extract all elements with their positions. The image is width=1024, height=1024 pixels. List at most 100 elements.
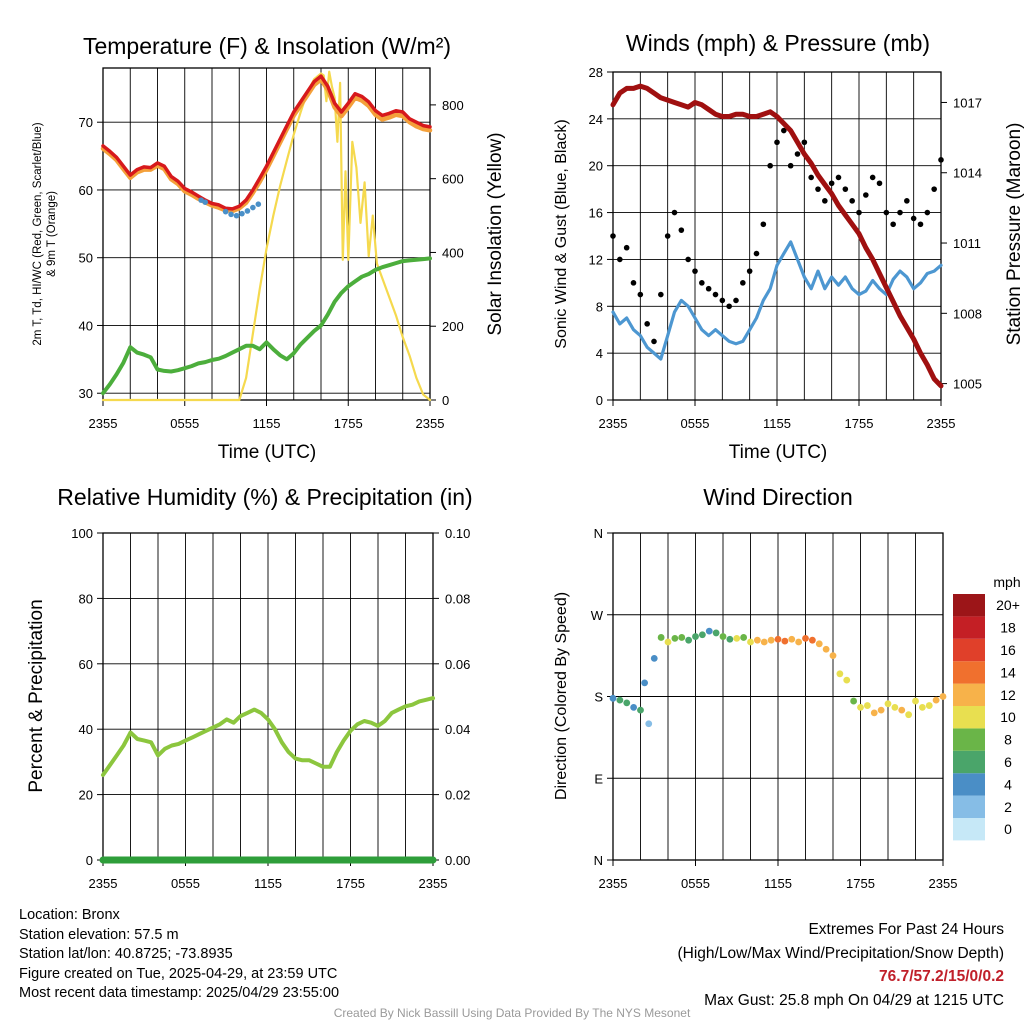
colorbar-label: 2 [1004,799,1012,815]
temperature-title: Temperature (F) & Insolation (W/m²) [83,33,451,59]
x-tick-label: 2355 [419,876,448,891]
y-tick-label: 60 [79,183,93,198]
x-tick-label: 2355 [89,876,118,891]
gust-point [876,180,883,187]
gust-point [671,209,678,216]
heat-index-point [228,211,234,218]
gust-point [685,256,691,263]
gust-point [869,174,876,181]
x-tick-label: 1755 [845,416,874,431]
y2-tick-label: 1017 [953,95,982,110]
station-info: Location: Bronx Station elevation: 57.5 … [19,906,339,1004]
extremes-heading: Extremes For Past 24 Hours [808,921,1004,938]
recent-data-timestamp: Most recent data timestamp: 2025/04/29 2… [19,985,340,1001]
direction-point [767,636,775,644]
credit-line: Created By Nick Bassill Using Data Provi… [333,1006,691,1020]
y-tick-label: 40 [79,722,93,737]
figure-created: Figure created on Tue, 2025-04-29, at 23… [19,965,338,982]
gust-point [767,162,773,169]
gust-point [644,321,650,327]
colorbar-label: 18 [1000,620,1016,636]
direction-point [671,634,679,642]
direction-point [645,720,653,728]
y-tick-label: 4 [596,346,603,361]
direction-point [726,635,734,643]
direction-point [925,702,933,709]
heat-index-point [250,204,256,211]
gust-point [617,256,623,263]
y2-tick-label: 600 [442,172,464,187]
colorbar-swatch [953,661,985,684]
direction-point [905,711,913,719]
gust-point [801,139,808,146]
y-tick-label: 20 [589,159,603,174]
wind-direction-panel: N E S W N 2355 0555 1155 1755 2355 [591,526,958,891]
gust-point [774,139,780,146]
humidity-title: Relative Humidity (%) & Precipitation (i… [57,484,472,510]
gust-point [842,186,849,192]
direction-point [623,699,631,707]
colorbar-label: 0 [1004,821,1012,837]
y2-tick-label: 0 [442,393,449,408]
gust-point [808,174,814,181]
x-tick-label: 2355 [416,416,445,431]
x-tick-label: 1155 [764,876,792,891]
y2-tick-label: 0.10 [445,526,470,541]
direction-point [747,638,754,646]
colorbar-label: 4 [1004,776,1012,792]
extremes-info: Extremes For Past 24 Hours (High/Low/Max… [678,918,1005,1012]
direction-point [795,638,803,646]
y-tick-label: N [594,853,603,868]
heat-index-point [244,208,251,214]
direction-point [808,636,816,644]
direction-point [932,696,940,704]
x-tick-label: 2355 [599,876,628,891]
max-gust: Max Gust: 25.8 mph On 04/29 at 1215 UTC [704,991,1004,1009]
gust-point [781,127,787,134]
x-tick-label: 1755 [334,416,363,431]
y2-tick-label: 1008 [953,306,982,321]
temperature-ylabel-line2: & 9m T (Orange) [46,191,58,277]
pressure-line [610,83,944,389]
plot-frame [102,67,431,401]
y-tick-label: 0 [596,393,603,408]
heat-index-point [239,210,245,217]
direction-point [939,693,947,700]
direction-point [891,704,899,711]
y-tick-label: S [594,690,603,705]
gust-point [890,221,896,228]
heat-index-point [233,212,240,219]
gust-point [726,303,732,310]
gust-point [678,227,685,233]
gust-point [863,192,869,198]
y2-tick-label: 400 [442,245,464,260]
x-tick-label: 1755 [846,876,875,891]
direction-point [918,704,926,711]
direction-point [719,633,727,640]
direction-point [692,633,699,640]
direction-point [616,696,624,704]
colorbar-swatch [953,818,985,841]
colorbar-swatch [953,773,985,796]
heat-index-point [202,199,208,205]
gust-point [610,233,616,239]
y-tick-label: 28 [589,65,603,80]
direction-point [650,654,658,662]
x-tick-label: 2355 [929,876,958,891]
heat-index-point [222,208,229,215]
temperature-y2label: Solar Insolation (Yellow) [485,132,506,335]
y-tick-label: 60 [79,657,93,672]
y-tick-label: 12 [589,252,603,267]
y2-tick-label: 1005 [953,377,982,392]
gust-point [917,221,924,228]
direction-point [870,709,878,717]
station-latlon: Station lat/lon: 40.8725; -73.8935 [19,946,233,962]
gust-point [938,157,944,163]
colorbar-swatch [953,683,985,706]
y2-tick-label: 0.06 [445,657,470,672]
x-tick-label: 0555 [681,876,710,891]
gust-point [910,215,917,222]
direction-point [685,636,693,644]
gust-point [637,291,644,298]
colorbar-swatch [953,795,985,818]
